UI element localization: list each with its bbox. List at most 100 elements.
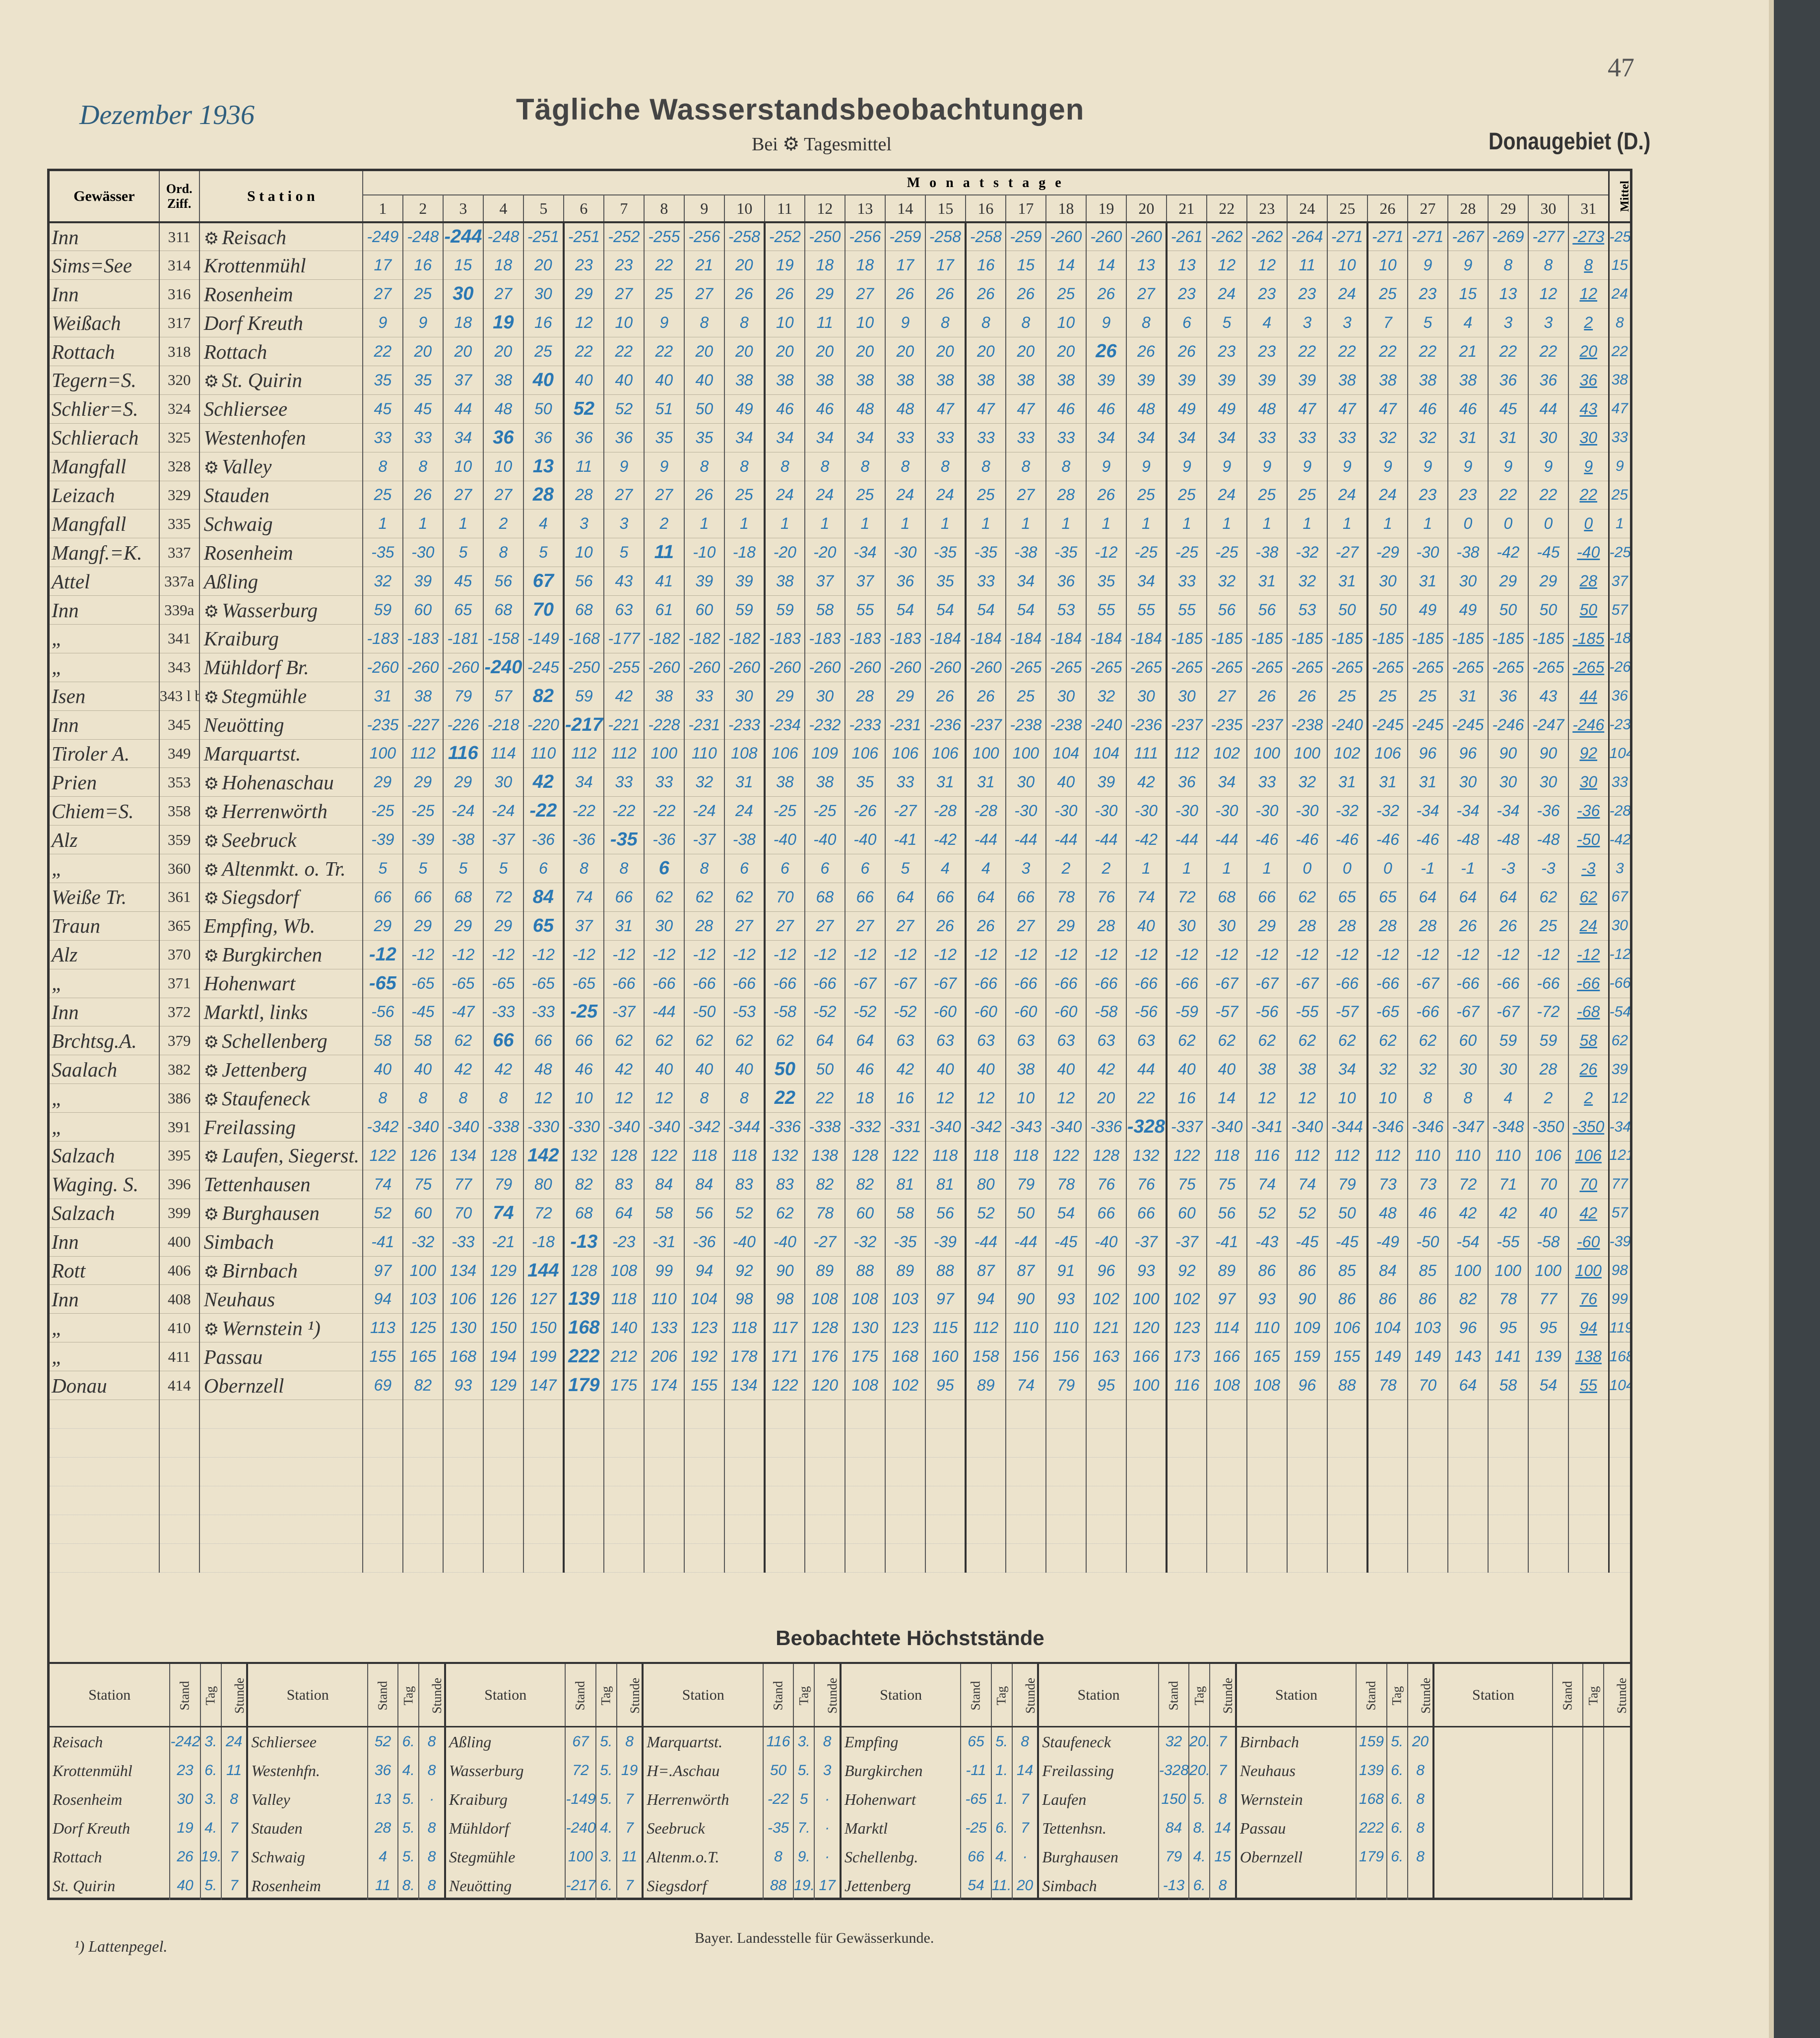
day-value-cell: -184 xyxy=(1125,624,1167,653)
empty-cell xyxy=(1206,1400,1247,1429)
station-cell: Dorf Kreuth xyxy=(198,308,363,338)
day-value-cell: 33 xyxy=(1165,567,1207,596)
day-value-cell: 5 xyxy=(482,854,523,883)
station-name: Freilassing xyxy=(203,1115,296,1139)
empty-cell xyxy=(643,1515,684,1544)
hoechst-station: Rottach xyxy=(53,1847,102,1866)
empty-cell xyxy=(603,1486,644,1516)
hoechst-stunde xyxy=(1603,1843,1630,1871)
hoechst-station: Westenhfn. xyxy=(246,1756,368,1785)
day-value-cell: 133 xyxy=(643,1313,684,1343)
day-value-cell: 61 xyxy=(643,595,684,625)
day-value-cell: 60 xyxy=(683,595,724,625)
hoechst-header-tag: Tag xyxy=(199,1662,221,1727)
day-value-cell: 8 xyxy=(1527,251,1568,280)
day-value-cell: 25 xyxy=(362,481,403,510)
empty-cell xyxy=(1326,1515,1367,1544)
day-value-cell: 72 xyxy=(522,1199,564,1228)
day-value-cell: 25 xyxy=(1246,481,1287,510)
day-value-cell: -65 xyxy=(442,969,483,998)
day-value-cell: -34 xyxy=(1447,796,1488,826)
day-value-cell: 42 xyxy=(1085,1055,1126,1084)
hoechst-header-stand: Stand xyxy=(1356,1662,1387,1727)
ord-cell: 343 xyxy=(158,653,199,682)
hoechst-tag: 19. xyxy=(199,1843,221,1871)
day-value-cell: -182 xyxy=(643,624,684,653)
day-value-cell: -24 xyxy=(683,796,724,826)
day-value-cell: 32 xyxy=(1206,567,1247,596)
day-value-cell: 65 xyxy=(1366,883,1408,912)
day-value-cell: -57 xyxy=(1206,998,1247,1027)
day-value-cell: 30 xyxy=(1567,767,1609,797)
day-value-cell: 126 xyxy=(482,1284,523,1314)
day-value-cell: -67 xyxy=(884,969,925,998)
station-name: Burghausen xyxy=(222,1202,320,1225)
day-value-cell: 9 xyxy=(884,308,925,338)
day-value-cell: -66 xyxy=(723,969,765,998)
empty-cell xyxy=(884,1428,925,1458)
day-value-cell: 50 xyxy=(1366,595,1408,625)
day-value-cell: 1 xyxy=(1366,509,1408,539)
empty-cell xyxy=(1527,1428,1568,1458)
hoechst-stand: -65 xyxy=(960,1785,991,1814)
day-value-cell: 40 xyxy=(1165,1055,1207,1084)
hoechst-station: Aßling xyxy=(444,1726,566,1756)
ord-cell: 349 xyxy=(158,739,199,768)
day-value-cell: -35 xyxy=(964,538,1006,568)
day-value-cell: 25 xyxy=(1005,682,1046,711)
hoechst-tag: 20. xyxy=(1188,1756,1210,1785)
day-value-cell: 18 xyxy=(844,251,885,280)
header-day: 6 xyxy=(563,195,604,223)
day-value-cell: -277 xyxy=(1527,222,1568,252)
day-value-cell: 33 xyxy=(1045,423,1086,452)
hoechst-stunde: 8 xyxy=(220,1785,248,1814)
table-row: Schlier=S. 324 Schliersee 45 45 44 48 50 52 52 51 5… xyxy=(50,394,1630,424)
ord-cell: 316 xyxy=(158,279,199,309)
table-row: Saalach 382 ⚙ Jettenberg 40 40 42 42 48 46 42 40 40 4… xyxy=(50,1055,1630,1084)
hoechst-tag: 8. xyxy=(1188,1814,1210,1843)
day-value-cell: 12 xyxy=(522,1083,564,1113)
table-row: Attel 337a Aßling 32 39 45 56 67 56 43 41 39 39 38 37 3… xyxy=(50,567,1630,596)
day-value-cell: -42 xyxy=(1125,825,1167,855)
day-value-cell: -332 xyxy=(844,1112,885,1142)
day-value-cell: 23 xyxy=(603,251,644,280)
day-value-cell: 63 xyxy=(603,595,644,625)
day-value-cell: -66 xyxy=(964,969,1006,998)
day-value-cell: 37 xyxy=(442,366,483,395)
header-day: 31 xyxy=(1567,195,1609,223)
day-value-cell: 9 xyxy=(1125,452,1167,481)
day-value-cell: 9 xyxy=(1407,452,1448,481)
day-value-cell: 1 xyxy=(1206,509,1247,539)
day-value-cell: 6 xyxy=(522,854,564,883)
day-value-cell: -342 xyxy=(683,1112,724,1142)
day-value-cell: 0 xyxy=(1366,854,1408,883)
hoechst-tag: 5. xyxy=(793,1756,815,1785)
empty-cell xyxy=(763,1457,805,1487)
day-value-cell: -39 xyxy=(362,825,403,855)
water-level-table: Gewässer Ord. Ziff. S t a t i o n M o n … xyxy=(50,171,1630,1573)
day-value-cell: 9 xyxy=(1567,452,1609,481)
hoechst-header-station: Station xyxy=(246,1662,368,1727)
day-value-cell: 66 xyxy=(844,883,885,912)
day-value-cell: -12 xyxy=(643,940,684,969)
day-value-cell: -184 xyxy=(924,624,966,653)
page-number: 47 xyxy=(1608,53,1634,82)
day-value-cell: -330 xyxy=(522,1112,564,1142)
day-value-cell: -237 xyxy=(964,710,1006,740)
mittel-cell: -39 xyxy=(1608,1227,1630,1257)
day-value-cell: -251 xyxy=(522,222,564,252)
station-name: Altenmkt. o. Tr. xyxy=(222,857,346,880)
hoechst-header-stunde: Stunde xyxy=(1011,1662,1039,1727)
day-value-cell: 31 xyxy=(924,767,966,797)
day-value-cell: -250 xyxy=(804,222,845,252)
mittel-cell: 104 xyxy=(1608,1371,1630,1401)
mittel-cell: -235 xyxy=(1608,710,1630,740)
day-value-cell: -23 xyxy=(603,1227,644,1257)
day-value-cell: -46 xyxy=(1326,825,1367,855)
station-cell: Rosenheim xyxy=(198,538,363,568)
day-value-cell: 39 xyxy=(723,567,765,596)
day-value-cell: 26 xyxy=(1487,911,1528,941)
empty-cell xyxy=(1487,1515,1528,1544)
day-value-cell: 11 xyxy=(562,452,604,481)
empty-cell xyxy=(924,1428,966,1458)
